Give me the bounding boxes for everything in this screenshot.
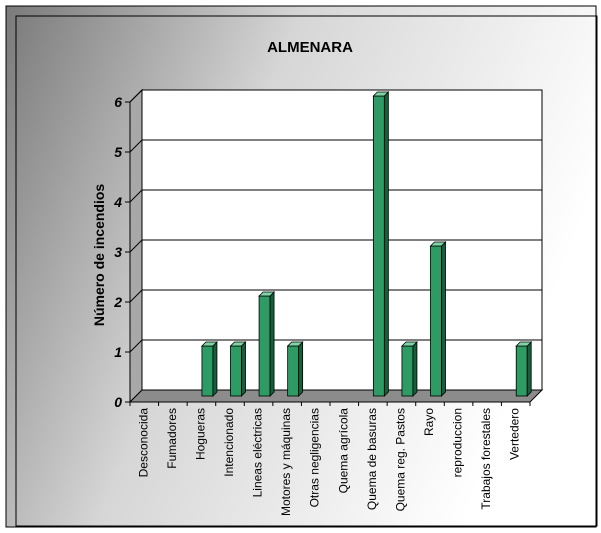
bar-side [441, 241, 446, 397]
x-tick-label: Quema agrícola [336, 408, 350, 494]
bar-side [526, 341, 532, 397]
bar-top [200, 341, 218, 347]
floor [128, 389, 544, 403]
chart-title: ALMENARA [267, 39, 353, 56]
bar-top [515, 341, 533, 347]
bar [201, 345, 214, 397]
bar [430, 245, 442, 397]
x-tick-label: Motores y máquinas [279, 408, 293, 516]
x-tick-label: Quema reg. Pastos [393, 408, 407, 511]
bar-side [298, 341, 304, 397]
gridline-side [129, 339, 143, 353]
bar [258, 295, 271, 397]
chart-frame [5, 5, 597, 528]
bar [401, 345, 414, 397]
plot-border [15, 15, 598, 527]
gridline-side [129, 239, 143, 253]
y-axis-label: Número de incendios [91, 184, 107, 327]
bar-side [212, 341, 218, 397]
gridline-side [129, 89, 143, 103]
y-tick-label: 2 [113, 294, 122, 310]
x-tick-label: Quema de basuras [365, 408, 379, 510]
y-tick-label: 3 [114, 244, 122, 260]
y-tick-label: 5 [114, 144, 122, 160]
x-tick-label: Fumadores [165, 408, 179, 469]
bar [372, 95, 385, 397]
x-tick-label: Otras negligencias [308, 408, 322, 507]
y-tick-label: 1 [114, 344, 122, 360]
plot-area: 0 1 2 3 4 5 6 Desconocida Fumadores Hogueras Inten… [113, 88, 544, 516]
gridline-side [129, 139, 143, 153]
bar [230, 345, 242, 397]
x-tick-label: Desconocida [136, 408, 150, 478]
y-tick-label: 6 [114, 94, 122, 110]
gridline-side [129, 189, 143, 203]
bar [515, 345, 528, 397]
bar [287, 345, 300, 397]
x-tick-label: reproduccion [451, 408, 465, 477]
bar-top [372, 91, 390, 97]
y-tick-label: 0 [114, 394, 122, 410]
x-tick-label: Trabajos forestales [479, 408, 493, 510]
x-tick-label: Lineas eléctricas [251, 408, 265, 497]
bar-side [383, 91, 389, 397]
bar-top [400, 341, 418, 347]
x-tick-label: Hogueras [193, 408, 207, 460]
bar-top [229, 341, 247, 347]
bar-side [412, 341, 418, 397]
x-tick-label: Vertedero [508, 408, 522, 460]
bar-top [286, 341, 304, 347]
bar-side [269, 291, 275, 397]
x-tick-label: Rayo [422, 408, 436, 436]
bar-top [258, 291, 276, 297]
x-tick-label: Intencionado [222, 408, 236, 477]
y-tick-label: 4 [113, 194, 122, 210]
bar-top [429, 241, 447, 247]
bar-side [241, 341, 246, 397]
gridline-side [129, 289, 143, 303]
